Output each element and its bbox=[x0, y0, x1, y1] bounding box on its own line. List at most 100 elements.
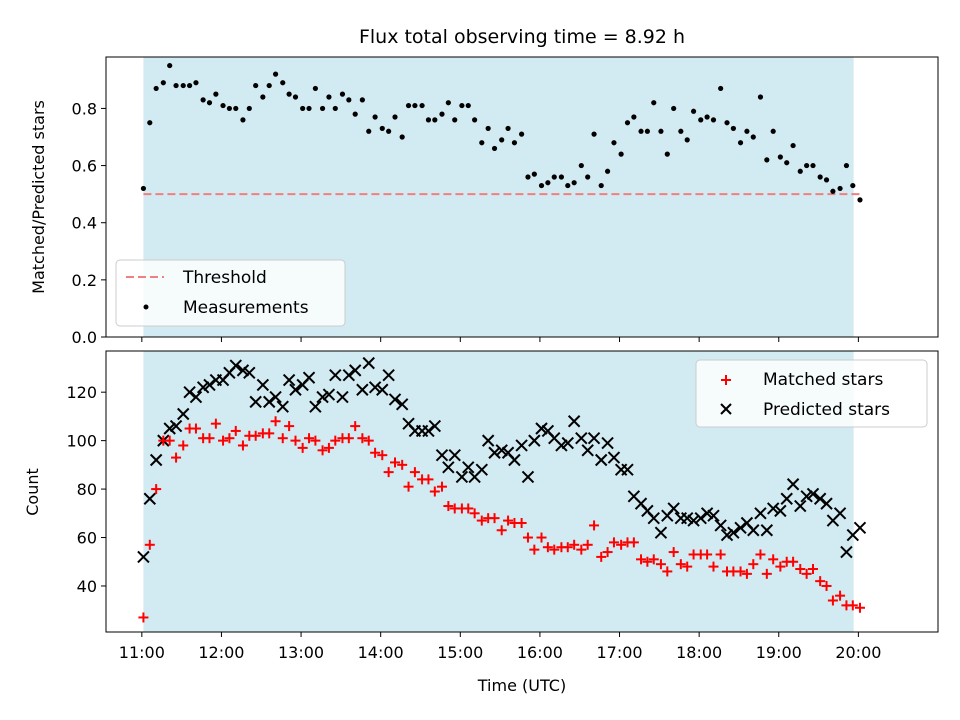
measurement-point bbox=[272, 71, 279, 77]
measurement-point bbox=[465, 102, 471, 109]
measurement-point bbox=[744, 128, 750, 134]
predicted-stars-series bbox=[137, 356, 867, 564]
measurement-point bbox=[611, 140, 617, 146]
predicted-star-point bbox=[309, 400, 322, 413]
predicted-star-point bbox=[754, 507, 767, 520]
predicted-star-point bbox=[149, 453, 163, 467]
matched-star-point bbox=[628, 537, 639, 548]
predicted-star-point bbox=[820, 497, 833, 510]
matched-star-point bbox=[476, 515, 487, 526]
x-tick-label: 12:00 bbox=[198, 643, 244, 662]
measurement-point bbox=[253, 82, 259, 89]
predicted-star-point bbox=[567, 415, 581, 428]
matched-star-point bbox=[469, 508, 480, 519]
measurement-point bbox=[319, 105, 326, 112]
predicted-star-point bbox=[667, 502, 680, 515]
measurement-point bbox=[432, 117, 438, 123]
predicted-star-point bbox=[442, 461, 455, 474]
measurement-point bbox=[491, 145, 498, 152]
predicted-star-point bbox=[348, 364, 362, 377]
predicted-star-point bbox=[654, 526, 668, 539]
measurement-point bbox=[292, 94, 299, 100]
matched-star-point bbox=[284, 421, 295, 432]
matched-star-point bbox=[616, 539, 627, 550]
predicted-star-point bbox=[455, 470, 469, 484]
measurement-point bbox=[671, 105, 677, 112]
measurement-point bbox=[837, 185, 843, 192]
measurement-point bbox=[206, 100, 213, 106]
matched-star-point bbox=[310, 435, 321, 446]
x-axis-label: Time (UTC) bbox=[477, 676, 566, 695]
measurement-point bbox=[405, 102, 412, 109]
predicted-star-point bbox=[362, 356, 375, 370]
measurement-point bbox=[804, 162, 810, 169]
predicted-star-point bbox=[774, 504, 787, 518]
legend-predicted-label: Predicted stars bbox=[763, 400, 890, 420]
measurement-point bbox=[167, 62, 173, 69]
predicted-star-point bbox=[169, 419, 183, 433]
predicted-star-point bbox=[734, 521, 747, 535]
top-legend: Threshold Measurements bbox=[115, 259, 346, 327]
matched-star-point bbox=[330, 435, 341, 446]
measurement-point bbox=[718, 85, 724, 92]
measurement-point bbox=[312, 85, 318, 92]
predicted-star-point bbox=[249, 395, 262, 409]
measurement-point bbox=[784, 160, 790, 166]
matched-star-point bbox=[662, 566, 673, 577]
matched-star-point bbox=[218, 435, 229, 446]
predicted-star-point bbox=[137, 550, 150, 564]
measurement-point bbox=[857, 197, 863, 203]
measurement-point bbox=[193, 80, 199, 86]
predicted-star-point bbox=[143, 492, 156, 505]
matched-star-point bbox=[463, 503, 474, 514]
predicted-star-point bbox=[269, 390, 282, 404]
predicted-star-point bbox=[243, 366, 256, 380]
measurement-point bbox=[790, 142, 796, 149]
measurement-point bbox=[459, 102, 465, 109]
measurement-point bbox=[200, 97, 206, 103]
predicted-star-point bbox=[256, 378, 270, 392]
predicted-star-point bbox=[263, 395, 276, 409]
measurement-point bbox=[810, 162, 816, 169]
x-tick-label: 18:00 bbox=[676, 643, 722, 662]
bottom-legend-box bbox=[695, 359, 928, 428]
predicted-star-point bbox=[680, 511, 694, 525]
measurement-point bbox=[585, 174, 591, 180]
predicted-star-point bbox=[276, 400, 289, 413]
matched-star-point bbox=[675, 559, 686, 570]
predicted-star-point bbox=[448, 448, 461, 462]
legend-predicted-swatch bbox=[720, 403, 732, 415]
predicted-star-point bbox=[806, 487, 820, 501]
matched-star-point bbox=[582, 539, 593, 550]
predicted-star-point bbox=[575, 431, 588, 445]
matched-star-point bbox=[648, 554, 659, 565]
predicted-star-point bbox=[727, 526, 740, 539]
predicted-star-point bbox=[766, 502, 780, 515]
predicted-star-point bbox=[189, 390, 203, 404]
measurement-point bbox=[485, 125, 491, 132]
predicted-star-point bbox=[800, 490, 813, 503]
measurement-point bbox=[644, 128, 650, 134]
predicted-star-point bbox=[382, 369, 395, 382]
measurement-point bbox=[618, 151, 624, 157]
matched-star-point bbox=[668, 547, 679, 558]
measurement-point bbox=[147, 120, 153, 126]
measurement-point bbox=[439, 111, 445, 117]
predicted-star-point bbox=[587, 431, 601, 445]
matched-star-point bbox=[409, 467, 420, 478]
top-y-axis-label: Matched/Predicted stars bbox=[29, 100, 48, 294]
measurement-point bbox=[730, 125, 736, 132]
top-y-tick-label: 0.8 bbox=[72, 99, 97, 118]
measurement-point bbox=[843, 162, 850, 169]
matched-star-point bbox=[343, 433, 354, 444]
measurement-point bbox=[737, 140, 744, 146]
predicted-star-point bbox=[714, 519, 727, 532]
measurement-point bbox=[664, 151, 670, 157]
matched-star-point bbox=[224, 433, 235, 444]
predicted-star-point bbox=[376, 383, 389, 396]
matched-star-point bbox=[702, 549, 713, 560]
measurement-point bbox=[631, 114, 637, 120]
top-plot-frame bbox=[105, 56, 939, 338]
matched-star-point bbox=[230, 425, 241, 436]
measurement-point bbox=[519, 131, 525, 137]
